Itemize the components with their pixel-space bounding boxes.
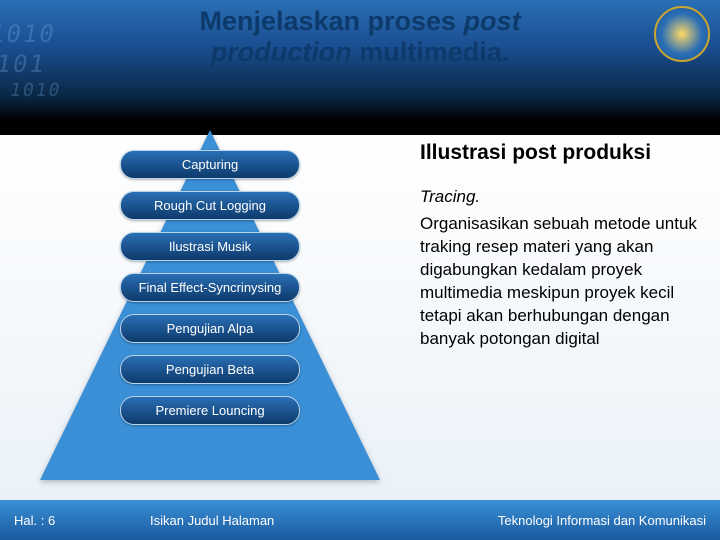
description-column: Illustrasi post produksi Tracing. Organi… xyxy=(420,140,700,351)
page-number: Hal. : 6 xyxy=(0,513,90,528)
process-pyramid: Capturing Rough Cut Logging Ilustrasi Mu… xyxy=(40,130,380,490)
footer-right: Teknologi Informasi dan Komunikasi xyxy=(498,513,720,528)
step-item: Rough Cut Logging xyxy=(120,191,300,220)
title-part: Menjelaskan proses xyxy=(199,6,463,36)
decorative-binary: 0101 xyxy=(0,50,48,78)
step-item: Ilustrasi Musik xyxy=(120,232,300,261)
step-item: Pengujian Beta xyxy=(120,355,300,384)
title-part: multimedia. xyxy=(352,37,510,67)
decorative-binary: 1010 xyxy=(8,80,63,101)
footer-center: Isikan Judul Halaman xyxy=(90,513,498,528)
step-item: Final Effect-Syncrinysing xyxy=(120,273,300,302)
step-item: Pengujian Alpa xyxy=(120,314,300,343)
decorative-binary: 1010 xyxy=(0,20,58,48)
logo-badge xyxy=(654,6,710,62)
description-subheading: Tracing. xyxy=(420,187,700,207)
title-italic: production xyxy=(211,37,352,67)
title-italic: post xyxy=(464,6,521,36)
footer-bar: Hal. : 6 Isikan Judul Halaman Teknologi … xyxy=(0,500,720,540)
description-heading: Illustrasi post produksi xyxy=(420,140,700,165)
slide: 1010 0101 1010 Menjelaskan proses post p… xyxy=(0,0,720,540)
content-area: Capturing Rough Cut Logging Ilustrasi Mu… xyxy=(0,130,720,496)
step-item: Premiere Louncing xyxy=(120,396,300,425)
description-body: Organisasikan sebuah metode untuk trakin… xyxy=(420,213,700,351)
process-steps: Capturing Rough Cut Logging Ilustrasi Mu… xyxy=(40,150,380,425)
step-item: Capturing xyxy=(120,150,300,179)
slide-title: Menjelaskan proses post production multi… xyxy=(90,6,630,68)
